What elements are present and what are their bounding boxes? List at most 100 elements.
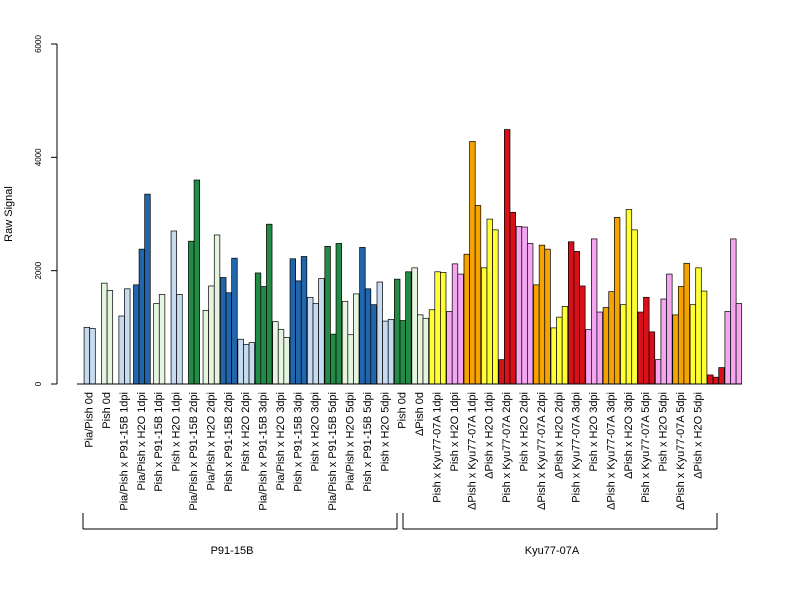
bar [101, 282, 108, 385]
bar [538, 244, 546, 385]
bar [718, 367, 725, 385]
bar [158, 294, 166, 385]
category-label: ΔPish x H2O 5dpi [692, 392, 704, 479]
bar [170, 230, 178, 385]
bar [666, 273, 673, 385]
category-label: Pish x H2O 1dpi [171, 392, 183, 471]
bar [608, 291, 615, 385]
category-label: Pia/Pish x P91-15B 3dpi [258, 392, 270, 511]
y-tick-label: 6000 [34, 35, 43, 53]
bar [118, 315, 125, 385]
category-label: ΔPish x Kyu77-07A 5dpi [675, 392, 687, 510]
bar [382, 320, 389, 385]
bar [469, 141, 476, 385]
category-label: Pish x H2O 1dpi [449, 392, 461, 471]
bar [527, 243, 534, 385]
bar [387, 319, 395, 385]
category-label: Pia/Pish x H2O 5dpi [345, 392, 357, 490]
bar [481, 267, 488, 385]
bar [533, 284, 540, 385]
bar [283, 337, 290, 385]
category-label: ΔPish x Kyu77-07A 2dpi [536, 392, 548, 510]
bar [457, 273, 464, 385]
category-label: Pish x Kyu77-07A 2dpi [501, 392, 513, 503]
bar [341, 300, 349, 385]
bar [260, 286, 267, 385]
bar [730, 238, 737, 385]
category-label: Pish x H2O 2dpi [518, 392, 530, 471]
bar [689, 304, 697, 385]
bar [700, 290, 708, 385]
category-label: Pish x Kyu77-07A 1dpi [431, 392, 443, 503]
bar [637, 311, 644, 385]
bar [422, 317, 429, 385]
bar [683, 262, 690, 385]
category-label: Pia/Pish x P91-15B 5dpi [327, 392, 339, 511]
category-label: Pia/Pish x H2O 3dpi [275, 392, 287, 490]
bar [613, 217, 621, 385]
category-label: ΔPish x Kyu77-07A 3dpi [605, 392, 617, 510]
bar [124, 288, 131, 385]
bar [451, 263, 459, 385]
bar [266, 223, 273, 385]
bar [735, 303, 743, 385]
y-tick-label: 4000 [34, 148, 43, 166]
bars [83, 129, 743, 385]
bar [434, 271, 441, 385]
bar [312, 303, 319, 385]
bar [654, 359, 662, 385]
bar [712, 376, 720, 385]
bar [561, 306, 569, 385]
bar [394, 278, 401, 385]
bar [188, 240, 195, 385]
bar [208, 285, 215, 385]
bar [509, 211, 516, 385]
bar [625, 209, 633, 385]
bar [567, 241, 575, 385]
bar [492, 229, 499, 385]
bar [631, 229, 638, 385]
bar [254, 272, 262, 385]
category-label: ΔPish x H2O 3dpi [623, 392, 635, 479]
category-label: Pish x H2O 3dpi [588, 392, 600, 471]
category-label: Pish x H2O 3dpi [310, 392, 322, 471]
category-label: Pish x P91-15B 2dpi [223, 392, 235, 492]
bar [660, 298, 667, 385]
bar [277, 329, 285, 385]
bar [399, 320, 406, 385]
bar [318, 278, 325, 385]
bar [446, 311, 453, 385]
bar [440, 272, 447, 385]
bar [411, 267, 418, 385]
bar [295, 280, 302, 385]
category-label: Pia/Pish 0d [84, 392, 96, 448]
bar [585, 329, 592, 385]
category-label: Pish 0d [397, 392, 409, 429]
x-axis: Pia/Pish 0d Pish 0d Pia/Pish x P91-15B 1dp… [77, 383, 742, 511]
bar [370, 304, 377, 385]
category-label: Pia/Pish x H2O 2dpi [205, 392, 217, 490]
bar [556, 316, 563, 385]
bar [707, 374, 714, 385]
category-label: Pish x H2O 2dpi [240, 392, 252, 471]
bar [176, 294, 183, 385]
bar [428, 309, 436, 385]
bar [521, 226, 528, 385]
bar [89, 328, 96, 385]
bar [144, 193, 151, 385]
category-label: ΔPish x Kyu77-07A 1dpi [466, 392, 478, 510]
category-label: Pish x H2O 5dpi [658, 392, 670, 471]
category-label: Pish 0d [101, 392, 113, 429]
category-label: Pish x P91-15B 3dpi [292, 392, 304, 492]
bar [364, 288, 372, 385]
bar [643, 296, 650, 385]
bar [596, 311, 603, 385]
category-label: Pish x Kyu77-07A 5dpi [640, 392, 652, 503]
bar [573, 251, 580, 385]
bar [289, 258, 296, 385]
bar [193, 179, 201, 385]
y-tick-label: 2000 [34, 261, 43, 279]
bar [474, 205, 482, 385]
bar [138, 248, 146, 385]
bar [498, 359, 505, 385]
